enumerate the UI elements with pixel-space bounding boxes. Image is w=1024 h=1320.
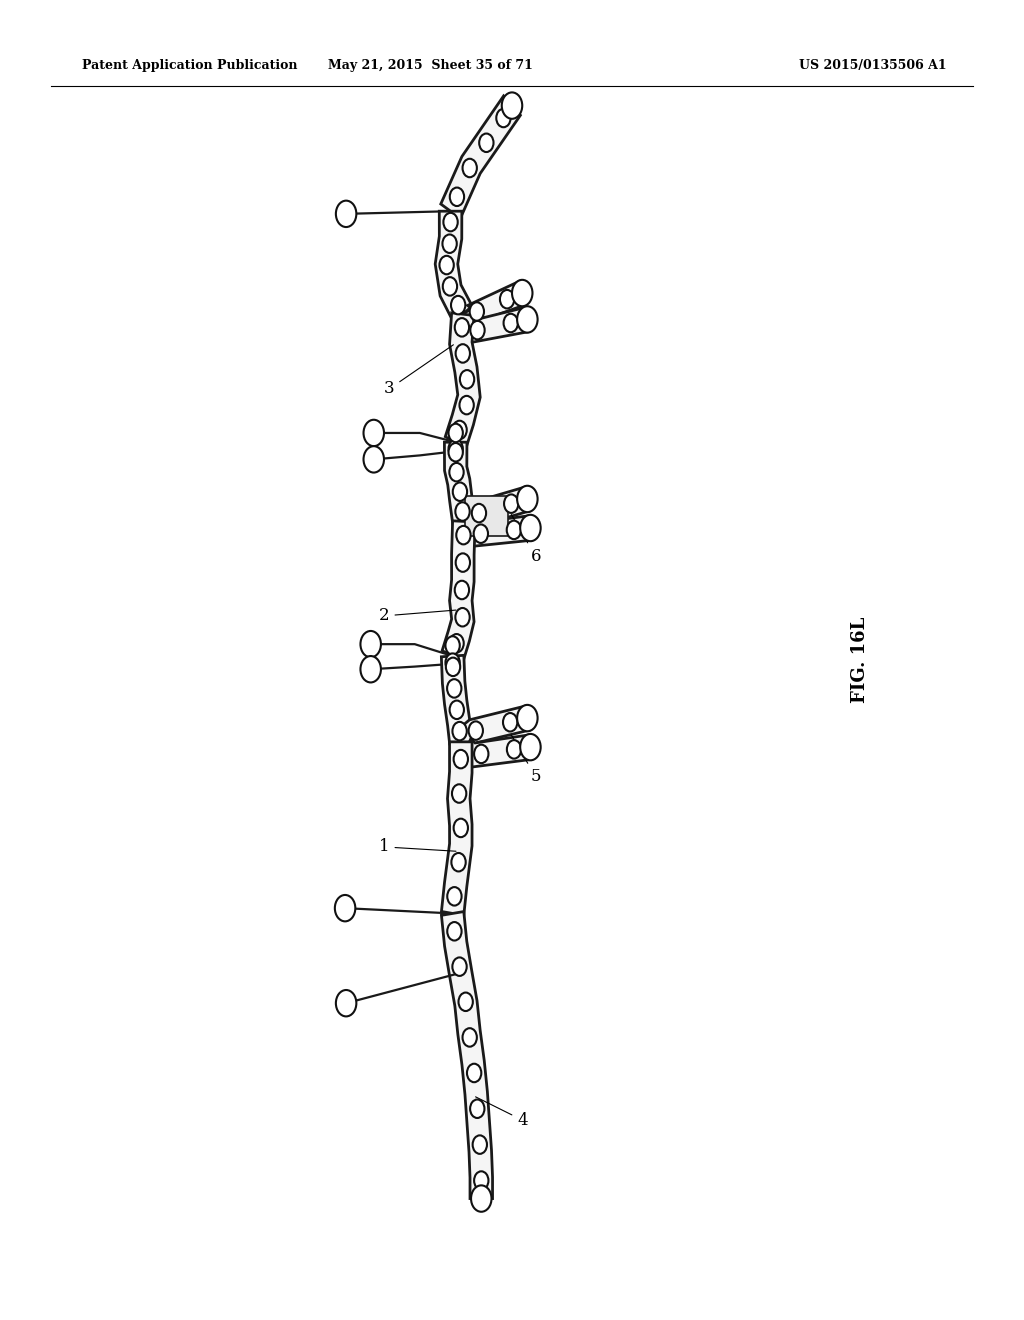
Circle shape [502,92,522,119]
Circle shape [473,1135,487,1154]
Circle shape [500,290,514,309]
Circle shape [457,525,471,544]
Circle shape [507,520,521,539]
Circle shape [336,990,356,1016]
Circle shape [504,314,518,333]
Text: May 21, 2015  Sheet 35 of 71: May 21, 2015 Sheet 35 of 71 [328,59,532,73]
Text: 1: 1 [379,838,456,855]
Polygon shape [442,521,475,661]
Circle shape [445,636,460,655]
Circle shape [456,345,470,363]
Polygon shape [444,442,475,524]
Polygon shape [461,735,531,767]
Circle shape [469,722,483,741]
Circle shape [445,653,460,672]
Circle shape [504,495,518,513]
Circle shape [460,370,474,388]
Polygon shape [435,211,472,322]
Circle shape [455,581,469,599]
Circle shape [470,321,484,339]
Polygon shape [441,912,493,1199]
Circle shape [442,277,457,296]
Circle shape [447,680,462,698]
Circle shape [517,486,538,512]
Text: US 2015/0135506 A1: US 2015/0135506 A1 [799,59,946,73]
Bar [465,496,508,536]
Polygon shape [459,487,529,532]
Polygon shape [456,308,529,345]
Circle shape [456,553,470,572]
Circle shape [455,318,469,337]
Text: FIG. 16L: FIG. 16L [851,616,869,704]
Circle shape [450,634,464,652]
Circle shape [517,705,538,731]
Circle shape [456,503,470,521]
Circle shape [474,744,488,763]
Circle shape [451,296,465,314]
Circle shape [364,420,384,446]
Circle shape [470,302,484,321]
Circle shape [463,1028,477,1047]
Circle shape [454,818,468,837]
Circle shape [453,957,467,975]
Circle shape [360,631,381,657]
Text: 3: 3 [384,345,454,397]
Text: 2: 2 [379,607,456,624]
Circle shape [467,1064,481,1082]
Circle shape [439,256,454,275]
Polygon shape [440,96,520,218]
Circle shape [453,483,467,502]
Circle shape [364,446,384,473]
Circle shape [447,923,462,941]
Circle shape [360,656,381,682]
Circle shape [463,158,477,177]
Circle shape [454,750,468,768]
Circle shape [497,108,511,127]
Polygon shape [456,706,529,752]
Circle shape [471,1185,492,1212]
Circle shape [456,609,470,627]
Circle shape [450,701,464,719]
Circle shape [512,280,532,306]
Text: 4: 4 [475,1097,527,1129]
Circle shape [472,504,486,523]
Circle shape [479,133,494,152]
Polygon shape [455,281,525,329]
Text: Patent Application Publication: Patent Application Publication [82,59,297,73]
Circle shape [336,201,356,227]
Polygon shape [445,313,480,447]
Circle shape [445,657,460,676]
Circle shape [450,187,464,206]
Circle shape [460,396,474,414]
Circle shape [474,1171,488,1189]
Circle shape [474,524,488,543]
Circle shape [453,421,467,440]
Circle shape [503,713,517,731]
Circle shape [450,463,464,482]
Circle shape [452,853,466,871]
Circle shape [517,306,538,333]
Circle shape [520,734,541,760]
Circle shape [449,424,463,442]
Circle shape [520,515,541,541]
Text: 6: 6 [511,515,541,565]
Polygon shape [441,742,472,915]
Circle shape [442,235,457,253]
Circle shape [449,440,463,458]
Circle shape [459,993,473,1011]
Circle shape [452,784,466,803]
Circle shape [453,722,467,741]
Circle shape [335,895,355,921]
Circle shape [447,887,462,906]
Circle shape [507,741,521,759]
Polygon shape [441,655,472,744]
Circle shape [443,213,458,231]
Circle shape [449,444,463,462]
Circle shape [470,1100,484,1118]
Polygon shape [461,516,531,546]
Text: 5: 5 [511,735,541,785]
